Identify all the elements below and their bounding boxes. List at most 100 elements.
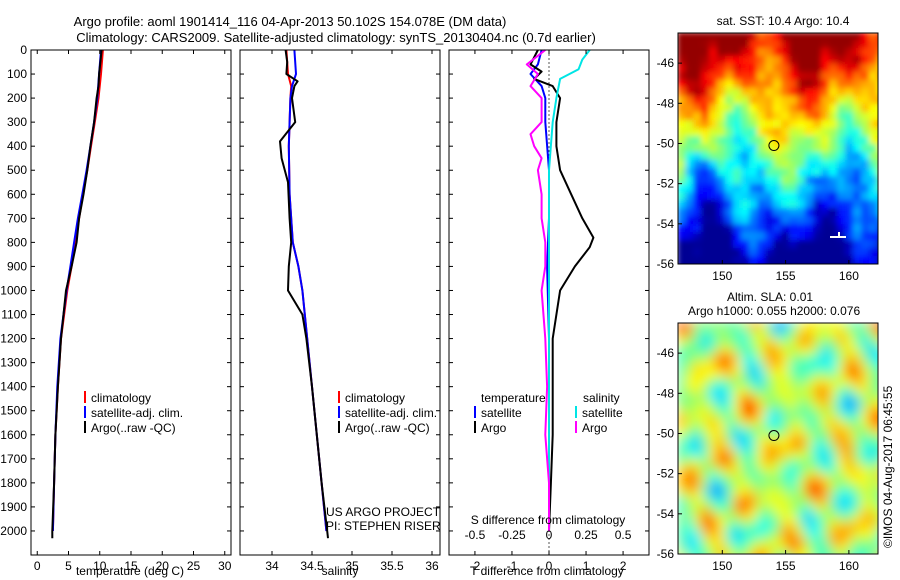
heatmap-cell [725, 522, 735, 532]
heatmap-cell [853, 184, 863, 194]
heatmap-cell [757, 184, 767, 194]
heatmap-cell [821, 538, 831, 548]
heatmap-cell [693, 498, 703, 508]
heatmap-cell [805, 442, 815, 452]
heatmap-cell [805, 184, 815, 194]
legend-group-temperature: temperature [481, 391, 546, 405]
heatmap-cell [829, 136, 839, 146]
heatmap-cell [725, 224, 735, 234]
heatmap-cell [821, 426, 831, 436]
heatmap-cell [797, 56, 807, 66]
heatmap-cell [781, 434, 791, 444]
heatmap-cell [773, 450, 783, 460]
heatmap-cell [861, 458, 871, 468]
heatmap-cell [797, 160, 807, 170]
heatmap-cell [805, 482, 815, 492]
heatmap-cell [717, 48, 727, 58]
heatmap-cell [821, 530, 831, 540]
heatmap-cell [861, 522, 871, 532]
heatmap-cell [725, 176, 735, 186]
heatmap-cell [869, 450, 878, 460]
heatmap-cell [869, 128, 878, 138]
profile-location-marker [768, 140, 780, 152]
heatmap-cell [717, 120, 727, 130]
heatmap-cell [678, 418, 687, 428]
heatmap-cell [678, 216, 687, 226]
heatmap-cell [821, 506, 831, 516]
heatmap-cell [821, 184, 831, 194]
heatmap-cell [685, 128, 695, 138]
heatmap-cell [869, 152, 878, 162]
heatmap-cell [685, 498, 695, 508]
heatmap-cell [749, 104, 759, 114]
heatmap-cell [717, 232, 727, 242]
heatmap-cell [685, 514, 695, 524]
heatmap-cell [861, 176, 871, 186]
heatmap-cell [749, 184, 759, 194]
heatmap-cell [741, 232, 751, 242]
heatmap-cell [829, 418, 839, 428]
heatmap-cell [693, 506, 703, 516]
heatmap-cell [861, 370, 871, 380]
heatmap-cell [749, 482, 759, 492]
heatmap-cell [709, 482, 719, 492]
heatmap-cell [725, 144, 735, 154]
heatmap-cell [853, 346, 863, 356]
sla-map-title-line1: Altim. SLA: 0.01 [727, 290, 813, 304]
heatmap-cell [725, 330, 735, 340]
heatmap-cell [765, 338, 775, 348]
x-tick-label: 10 [93, 559, 107, 573]
heatmap-cell [837, 330, 847, 340]
heatmap-cell [853, 128, 863, 138]
heatmap-cell [821, 168, 831, 178]
heatmap-cell [717, 338, 727, 348]
heatmap-cell [685, 522, 695, 532]
heatmap-cell [693, 554, 703, 564]
heatmap-cell [821, 346, 831, 356]
heatmap-cell [749, 80, 759, 90]
heatmap-cell [789, 144, 799, 154]
heatmap-cell [813, 498, 823, 508]
legend-label-argo: Argo(..raw -QC) [345, 421, 430, 435]
depth-tick-label: 600 [7, 187, 27, 201]
heatmap-cell [781, 386, 791, 396]
heatmap-cell [709, 458, 719, 468]
heatmap-cell [773, 378, 783, 388]
depth-tick-label: 1800 [0, 476, 27, 490]
heatmap-cell [685, 104, 695, 114]
heatmap-cell [725, 362, 735, 372]
heatmap-cell [853, 224, 863, 234]
heatmap-cell [733, 240, 743, 250]
heatmap-cell [757, 96, 767, 106]
heatmap-cell [757, 176, 767, 186]
sst-map-inset-mark [830, 232, 846, 238]
heatmap-cell [821, 232, 831, 242]
heatmap-cell [797, 346, 807, 356]
heatmap-cell [805, 330, 815, 340]
heatmap-cell [869, 56, 878, 66]
heatmap-cell [709, 474, 719, 484]
heatmap-cell [749, 264, 759, 274]
heatmap-cell [845, 514, 855, 524]
heatmap-cell [717, 216, 727, 226]
heatmap-cell [725, 338, 735, 348]
heatmap-cell [701, 96, 711, 106]
heatmap-cell [701, 410, 711, 420]
heatmap-cell [678, 136, 687, 146]
heatmap-cell [701, 514, 711, 524]
heatmap-cell [853, 530, 863, 540]
heatmap-cell [701, 144, 711, 154]
heatmap-cell [733, 522, 743, 532]
heatmap-cell [837, 394, 847, 404]
heatmap-cell [693, 530, 703, 540]
heatmap-cell [693, 248, 703, 258]
sla-heatmap [678, 323, 878, 564]
heatmap-cell [757, 33, 767, 42]
heatmap-cell [757, 152, 767, 162]
heatmap-cell [789, 112, 799, 122]
heatmap-cell [733, 330, 743, 340]
heatmap-cell [765, 192, 775, 202]
heatmap-cell [813, 232, 823, 242]
heatmap-cell [741, 506, 751, 516]
heatmap-cell [693, 426, 703, 436]
